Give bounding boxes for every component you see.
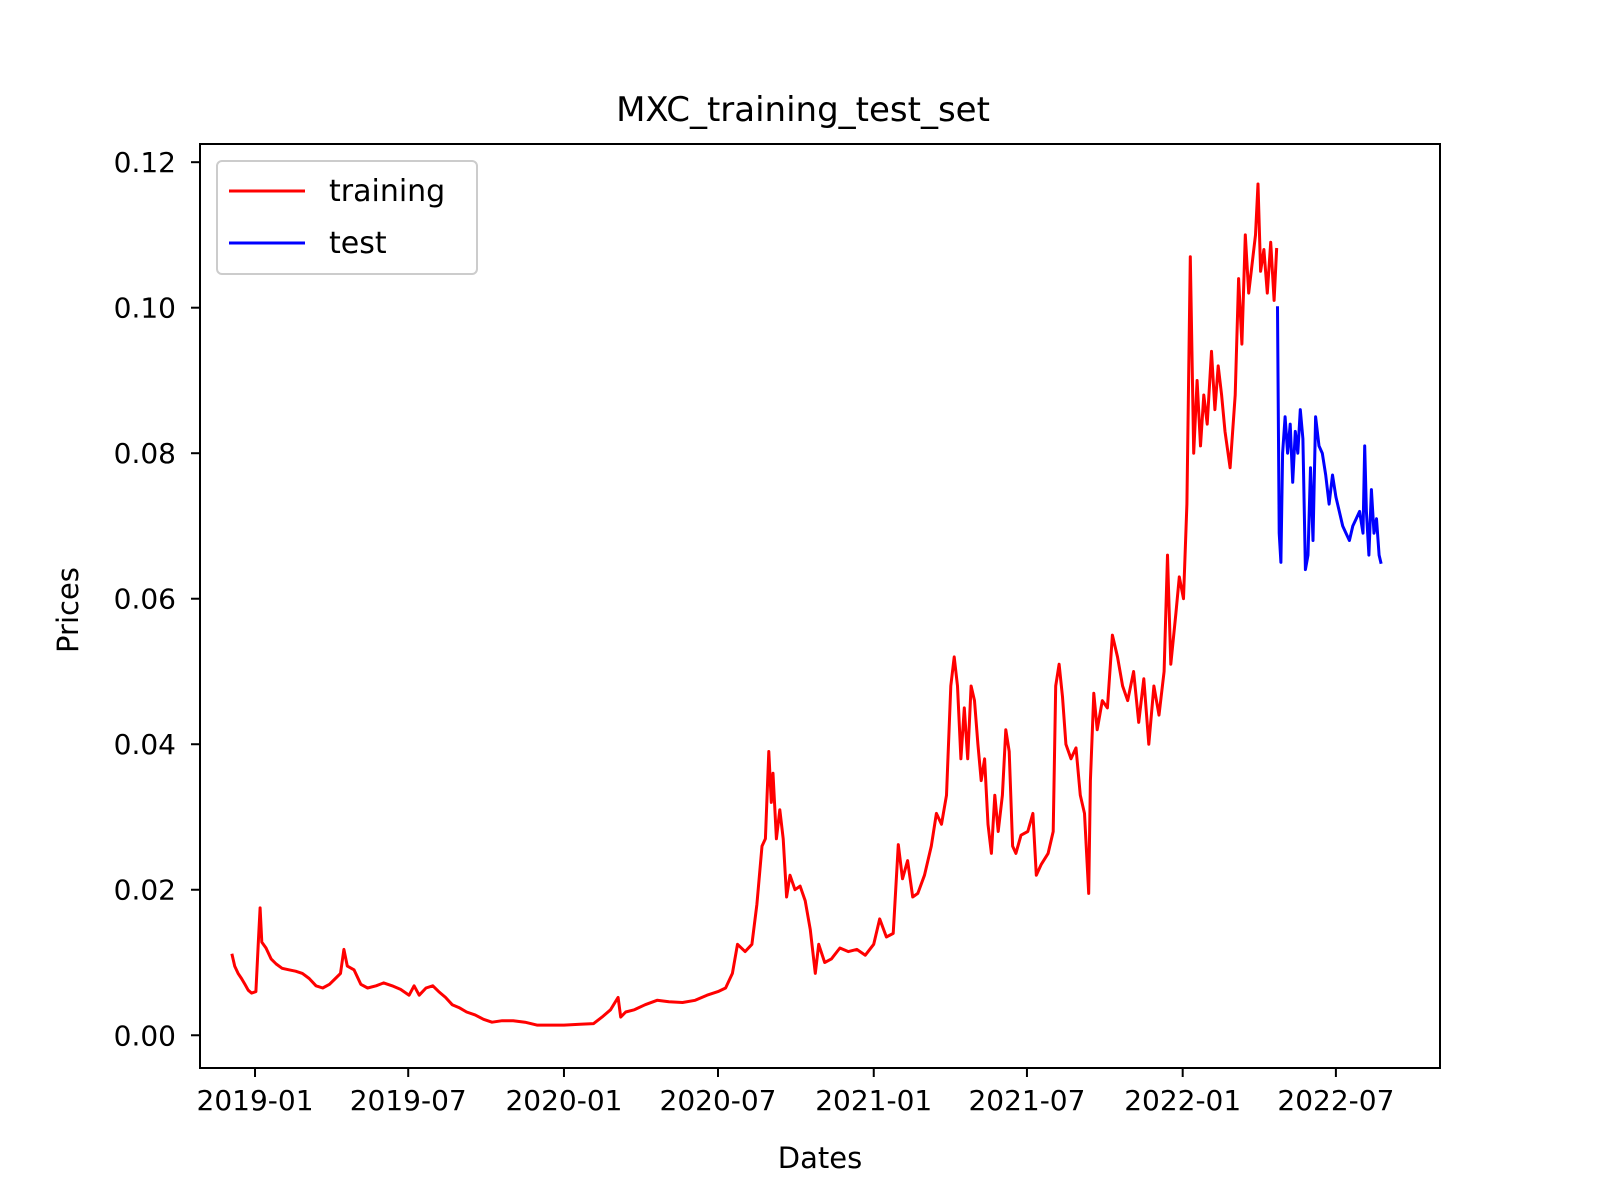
x-tick-label: 2019-01 (197, 1084, 314, 1117)
legend-label-test: test (329, 226, 387, 261)
x-tick-label: 2022-01 (1124, 1084, 1241, 1117)
y-tick-label: 0.00 (114, 1019, 176, 1052)
x-tick-label: 2020-01 (505, 1084, 622, 1117)
y-tick-label: 0.04 (114, 728, 176, 761)
x-tick-label: 2019-07 (350, 1084, 467, 1117)
y-tick-label: 0.10 (114, 292, 176, 325)
legend-box (216, 160, 478, 275)
series-line-test (1275, 306, 1383, 572)
y-tick-label: 0.08 (114, 437, 176, 470)
y-tick-label: 0.06 (114, 583, 176, 616)
plot-lines (230, 182, 1383, 1027)
y-axis: 0.00 0.02 0.04 0.06 0.08 0.10 0.12 (114, 146, 200, 1052)
x-axis-title: Dates (778, 1141, 862, 1175)
x-tick-label: 2021-07 (968, 1084, 1085, 1117)
y-axis-title: Prices (51, 567, 85, 653)
x-axis: 2019-01 2019-07 2020-01 2020-07 2021-01 2021-… (197, 1068, 1394, 1117)
plot-frame (199, 143, 1441, 1069)
y-tick-label: 0.12 (114, 146, 176, 179)
x-tick-label: 2020-07 (660, 1084, 777, 1117)
x-tick-label: 2022-07 (1277, 1084, 1394, 1117)
legend-label-training: training (329, 174, 445, 209)
series-line-training (230, 182, 1279, 1027)
x-tick-label: 2021-01 (815, 1084, 932, 1117)
y-tick-label: 0.02 (114, 874, 176, 907)
legend: training test (216, 160, 478, 275)
chart-title: MXC_training_test_set (616, 90, 990, 130)
